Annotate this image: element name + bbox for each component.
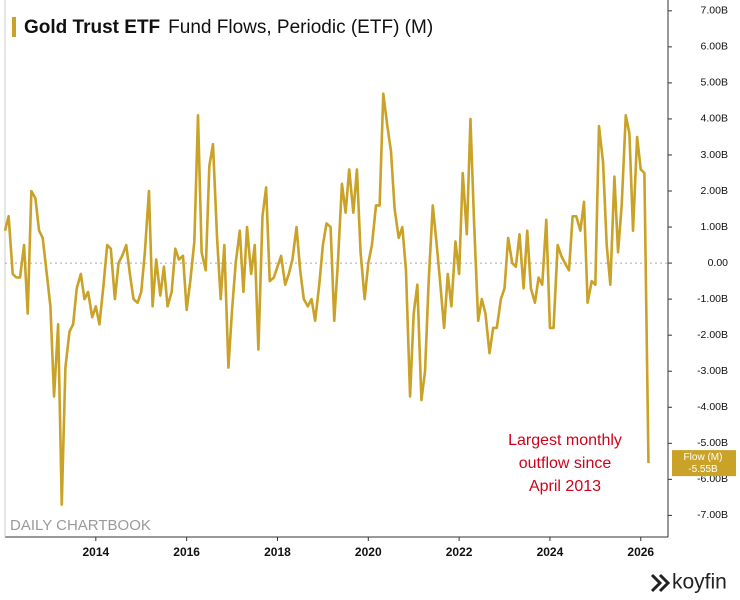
x-tick-label: 2018 xyxy=(264,545,291,559)
watermark: DAILY CHARTBOOK xyxy=(10,517,151,534)
annotation: Largest monthly outflow since April 2013 xyxy=(508,432,622,495)
x-tick-label: 2022 xyxy=(446,545,473,559)
subtitle: Fund Flows, Periodic (ETF) (M) xyxy=(168,17,433,38)
y-tick-label: 0.00 xyxy=(708,257,729,269)
brand-logo: koyfin xyxy=(650,571,727,594)
value-tag-name: Flow (M) xyxy=(684,452,723,463)
value-tag: Flow (M)-5.55B xyxy=(672,450,736,477)
annotation-line: outflow since xyxy=(519,455,612,472)
x-tick-label: 2026 xyxy=(627,545,654,559)
x-tick-label: 2014 xyxy=(82,545,109,559)
title-backdrop xyxy=(8,10,463,46)
brand-name: koyfin xyxy=(672,571,727,594)
annotation-line: April 2013 xyxy=(529,478,601,495)
y-tick-label: -2.00B xyxy=(697,329,728,341)
y-tick-label: -3.00B xyxy=(697,365,728,377)
y-tick-label: -7.00B xyxy=(697,509,728,521)
y-tick-label: 7.00B xyxy=(701,5,728,17)
value-label: -5.55B xyxy=(688,464,718,475)
logo-icon xyxy=(650,573,671,593)
x-tick-label: 2024 xyxy=(537,545,564,559)
x-tick-label: 2020 xyxy=(355,545,382,559)
data-line xyxy=(3,92,650,506)
plot-area: 7.00B 6.00B 5.00B 4.00B 3.00B 2.00B 1.00B 0.00 -… xyxy=(3,0,729,559)
y-tick-label: 5.00B xyxy=(701,77,728,89)
y-tick-label: 4.00B xyxy=(701,113,728,125)
y-tick-label: 1.00B xyxy=(701,221,728,233)
title: Gold Trust ETF xyxy=(24,17,160,38)
chart-title: Gold Trust ETF Fund Flows, Periodic (ETF)… xyxy=(24,17,433,38)
legend-swatch xyxy=(12,17,16,37)
value-tag-box xyxy=(672,450,736,477)
x-tick-label: 2016 xyxy=(173,545,200,559)
y-tick-label: -4.00B xyxy=(697,401,728,413)
annotation-line: Largest monthly xyxy=(508,432,622,449)
y-tick-label: -1.00B xyxy=(697,293,728,305)
y-tick-label: 6.00B xyxy=(701,41,728,53)
y-tick-label: 3.00B xyxy=(701,149,728,161)
y-tick-label: 2.00B xyxy=(701,185,728,197)
y-tick-label: -5.00B xyxy=(697,437,728,449)
